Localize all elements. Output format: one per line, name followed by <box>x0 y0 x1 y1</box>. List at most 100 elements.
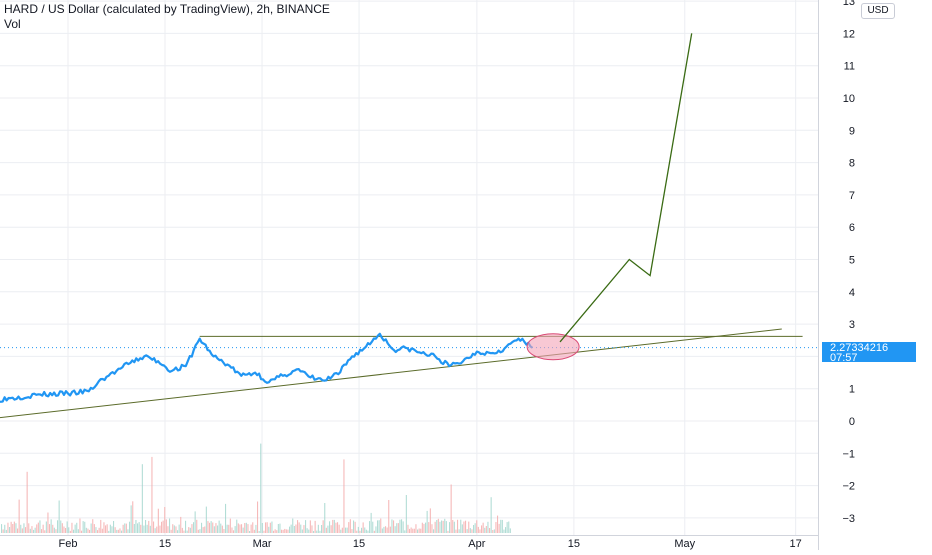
volume-bar <box>265 522 267 533</box>
volume-bar <box>308 529 310 533</box>
volume-bar <box>191 524 193 533</box>
volume-bar <box>383 526 385 533</box>
volume-bar <box>297 520 299 533</box>
volume-bar <box>76 522 78 533</box>
volume-bar <box>365 529 367 533</box>
volume-bar <box>98 527 100 533</box>
volume-bar <box>204 526 206 533</box>
volume-bar <box>497 515 499 533</box>
volume-bar <box>85 527 87 533</box>
volume-bar <box>449 522 451 533</box>
y-tick-label: −2 <box>842 481 855 493</box>
volume-bar <box>253 529 255 533</box>
volume-bar <box>45 521 47 533</box>
volume-bar <box>405 495 407 533</box>
x-tick-label: Feb <box>59 538 78 550</box>
volume-bar <box>140 524 142 533</box>
volume-bar <box>321 525 323 533</box>
volume-bar <box>453 521 455 533</box>
volume-bar <box>458 529 460 533</box>
volume-bar <box>97 530 99 533</box>
currency-selector[interactable]: USD <box>861 3 895 19</box>
volume-bar <box>429 508 431 533</box>
chart-legend: HARD / US Dollar (calculated by TradingV… <box>4 2 330 32</box>
x-tick-label: 15 <box>159 538 171 550</box>
volume-bar <box>58 500 60 533</box>
volume-bar <box>311 525 313 533</box>
volume-bar <box>218 520 220 533</box>
volume-bar <box>23 523 25 533</box>
volume-bar <box>133 524 135 533</box>
projection-path[interactable] <box>559 33 693 343</box>
volume-bar <box>49 524 51 533</box>
volume-bar <box>417 529 419 533</box>
volume-bar <box>337 522 339 533</box>
volume-bar <box>197 529 199 533</box>
volume-bar <box>74 524 76 533</box>
volume-bar <box>138 522 140 533</box>
volume-bar <box>73 529 75 533</box>
volume-bar <box>445 521 447 533</box>
volume-bar <box>393 520 395 533</box>
volume-bar <box>34 527 36 533</box>
volume-bar <box>373 530 375 533</box>
volume-bar <box>289 526 291 533</box>
volume-bar <box>172 524 174 533</box>
volume-bar <box>81 530 83 533</box>
volume-bar <box>401 519 403 533</box>
volume-bar <box>61 523 63 533</box>
volume-bar <box>473 525 475 533</box>
y-tick-label: 5 <box>849 255 855 267</box>
volume-bar <box>89 529 91 533</box>
volume-bar <box>101 528 103 533</box>
volume-bar <box>381 528 383 533</box>
volume-bar <box>487 521 489 533</box>
volume-bar <box>39 520 41 533</box>
volume-bar <box>348 522 350 533</box>
volume-bar <box>407 524 409 533</box>
volume-bar <box>125 523 127 533</box>
volume-bar <box>493 529 495 533</box>
volume-bar <box>20 524 22 533</box>
support-trendline[interactable] <box>0 328 782 419</box>
volume-bar <box>212 522 214 533</box>
volume-bar <box>162 520 164 533</box>
volume-bar <box>249 531 251 533</box>
volume-bar <box>309 520 311 533</box>
volume-bar <box>50 519 52 533</box>
volume-bar <box>357 526 359 533</box>
volume-bar <box>441 520 443 533</box>
volume-bar <box>484 527 486 533</box>
volume-bar <box>29 528 31 533</box>
volume-bar <box>452 520 454 533</box>
volume-bar <box>316 530 318 533</box>
volume-bar <box>229 518 231 533</box>
breakout-highlight-ellipse[interactable] <box>526 333 580 361</box>
volume-bar <box>205 506 207 533</box>
volume-bar <box>380 518 382 533</box>
volume-bar <box>82 521 84 533</box>
volume-bar <box>500 519 502 533</box>
price-line-series[interactable] <box>0 332 533 404</box>
y-tick-label: 9 <box>849 125 855 137</box>
volume-indicator-label[interactable]: Vol <box>4 17 21 31</box>
volume-bar <box>68 527 70 533</box>
volume-bar <box>420 528 422 533</box>
volume-bar <box>303 525 305 533</box>
volume-bar <box>450 484 452 533</box>
volume-bar <box>284 528 286 533</box>
volume-bar <box>213 526 215 533</box>
y-tick-label: −3 <box>842 513 855 525</box>
volume-bar <box>282 529 284 533</box>
y-tick-label: 13 <box>843 0 855 8</box>
volume-bar <box>266 522 268 533</box>
volume-bar <box>391 519 393 533</box>
volume-bar <box>279 523 281 533</box>
volume-bar <box>217 525 219 533</box>
volume-bar <box>413 528 415 533</box>
volume-bar <box>508 521 510 533</box>
volume-bar <box>1 524 3 533</box>
volume-bar <box>66 521 68 533</box>
